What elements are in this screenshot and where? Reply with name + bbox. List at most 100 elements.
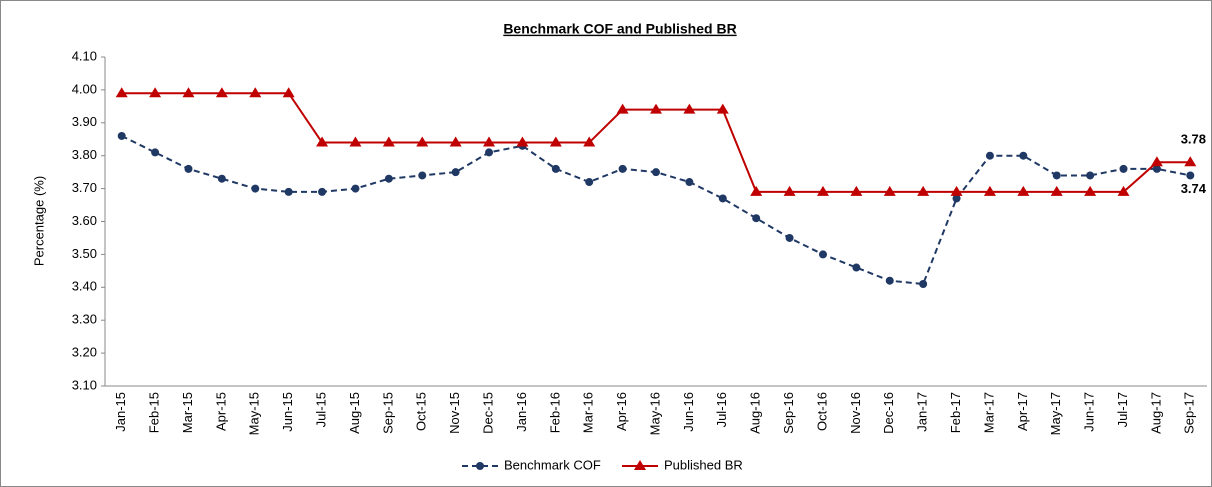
x-tick-label: Aug-16: [748, 392, 763, 434]
y-tick-label: 4.10: [72, 48, 97, 63]
point: [919, 280, 928, 289]
x-tick-label: Jul-15: [313, 392, 328, 427]
point: [516, 136, 529, 147]
x-tick-label: Mar-15: [180, 392, 195, 433]
point: [351, 184, 360, 193]
x-tick-label: Jun-17: [1082, 392, 1097, 432]
point: [852, 263, 861, 272]
point: [783, 185, 796, 196]
point: [952, 194, 961, 203]
point: [1119, 164, 1128, 173]
point: [1086, 171, 1095, 180]
point: [1052, 171, 1061, 180]
legend-label: Published BR: [664, 457, 743, 472]
point: [151, 148, 160, 157]
point: [983, 185, 996, 196]
point: [549, 136, 562, 147]
point: [750, 185, 763, 196]
point: [382, 136, 395, 147]
point: [384, 174, 393, 183]
x-tick-label: Jul-16: [714, 392, 729, 427]
x-tick-label: Jun-16: [681, 392, 696, 432]
point: [251, 184, 260, 193]
point: [249, 87, 262, 98]
point: [683, 103, 696, 114]
point: [583, 136, 596, 147]
x-tick-label: Jan-17: [915, 392, 930, 432]
point: [115, 87, 128, 98]
x-tick-label: Apr-15: [213, 392, 228, 431]
y-tick-label: 4.00: [72, 81, 97, 96]
x-tick-label: Jan-15: [113, 392, 128, 432]
point: [634, 460, 646, 470]
x-tick-label: Sep-17: [1182, 392, 1197, 434]
x-tick-label: May-15: [247, 392, 262, 435]
point: [885, 276, 894, 285]
y-tick-label: 3.10: [72, 377, 97, 392]
y-tick-label: 3.90: [72, 114, 97, 129]
point: [149, 87, 162, 98]
point: [1152, 164, 1161, 173]
point: [616, 103, 629, 114]
point: [282, 87, 295, 98]
x-tick-label: Dec-15: [480, 392, 495, 434]
point: [1184, 156, 1197, 167]
data-label: 3.74: [1181, 181, 1207, 196]
y-tick-label: 3.50: [72, 246, 97, 261]
x-tick-label: Feb-17: [948, 392, 963, 433]
x-tick-label: Oct-16: [814, 392, 829, 431]
x-tick-label: Feb-16: [547, 392, 562, 433]
point: [217, 174, 226, 183]
data-label: 3.78: [1181, 132, 1206, 147]
point: [883, 185, 896, 196]
point: [184, 164, 193, 173]
x-tick-label: Jan-16: [514, 392, 529, 432]
point: [816, 185, 829, 196]
y-tick-label: 3.20: [72, 345, 97, 360]
point: [1117, 185, 1130, 196]
point: [451, 168, 460, 177]
chart-title: Benchmark COF and Published BR: [503, 21, 736, 37]
point: [1017, 185, 1030, 196]
point: [485, 148, 494, 157]
point: [985, 151, 994, 160]
point: [117, 131, 126, 140]
point: [1019, 151, 1028, 160]
point: [752, 214, 761, 223]
x-tick-label: May-17: [1048, 392, 1063, 435]
point: [349, 136, 362, 147]
y-tick-label: 3.60: [72, 213, 97, 228]
x-tick-label: Dec-16: [881, 392, 896, 434]
y-tick-label: 3.40: [72, 279, 97, 294]
x-tick-label: Mar-16: [581, 392, 596, 433]
y-tick-label: 3.30: [72, 312, 97, 327]
x-tick-label: Jul-17: [1115, 392, 1130, 427]
x-tick-label: Apr-17: [1015, 392, 1030, 431]
point: [418, 171, 427, 180]
x-tick-label: Jun-15: [280, 392, 295, 432]
point: [416, 136, 429, 147]
x-tick-label: Nov-16: [848, 392, 863, 434]
point: [284, 187, 293, 196]
point: [585, 178, 594, 187]
point: [182, 87, 195, 98]
x-tick-label: Apr-16: [614, 392, 629, 431]
point: [476, 462, 484, 470]
point: [1084, 185, 1097, 196]
x-tick-label: Mar-17: [981, 392, 996, 433]
point: [618, 164, 627, 173]
y-axis-label: Percentage (%): [31, 176, 46, 266]
point: [316, 136, 329, 147]
point: [318, 187, 327, 196]
x-tick-label: Sep-16: [781, 392, 796, 434]
x-tick-label: Feb-15: [147, 392, 162, 433]
y-tick-label: 3.80: [72, 147, 97, 162]
point: [215, 87, 228, 98]
point: [483, 136, 496, 147]
point: [716, 103, 729, 114]
point: [1186, 171, 1195, 180]
point: [551, 164, 560, 173]
x-tick-label: Aug-17: [1148, 392, 1163, 434]
